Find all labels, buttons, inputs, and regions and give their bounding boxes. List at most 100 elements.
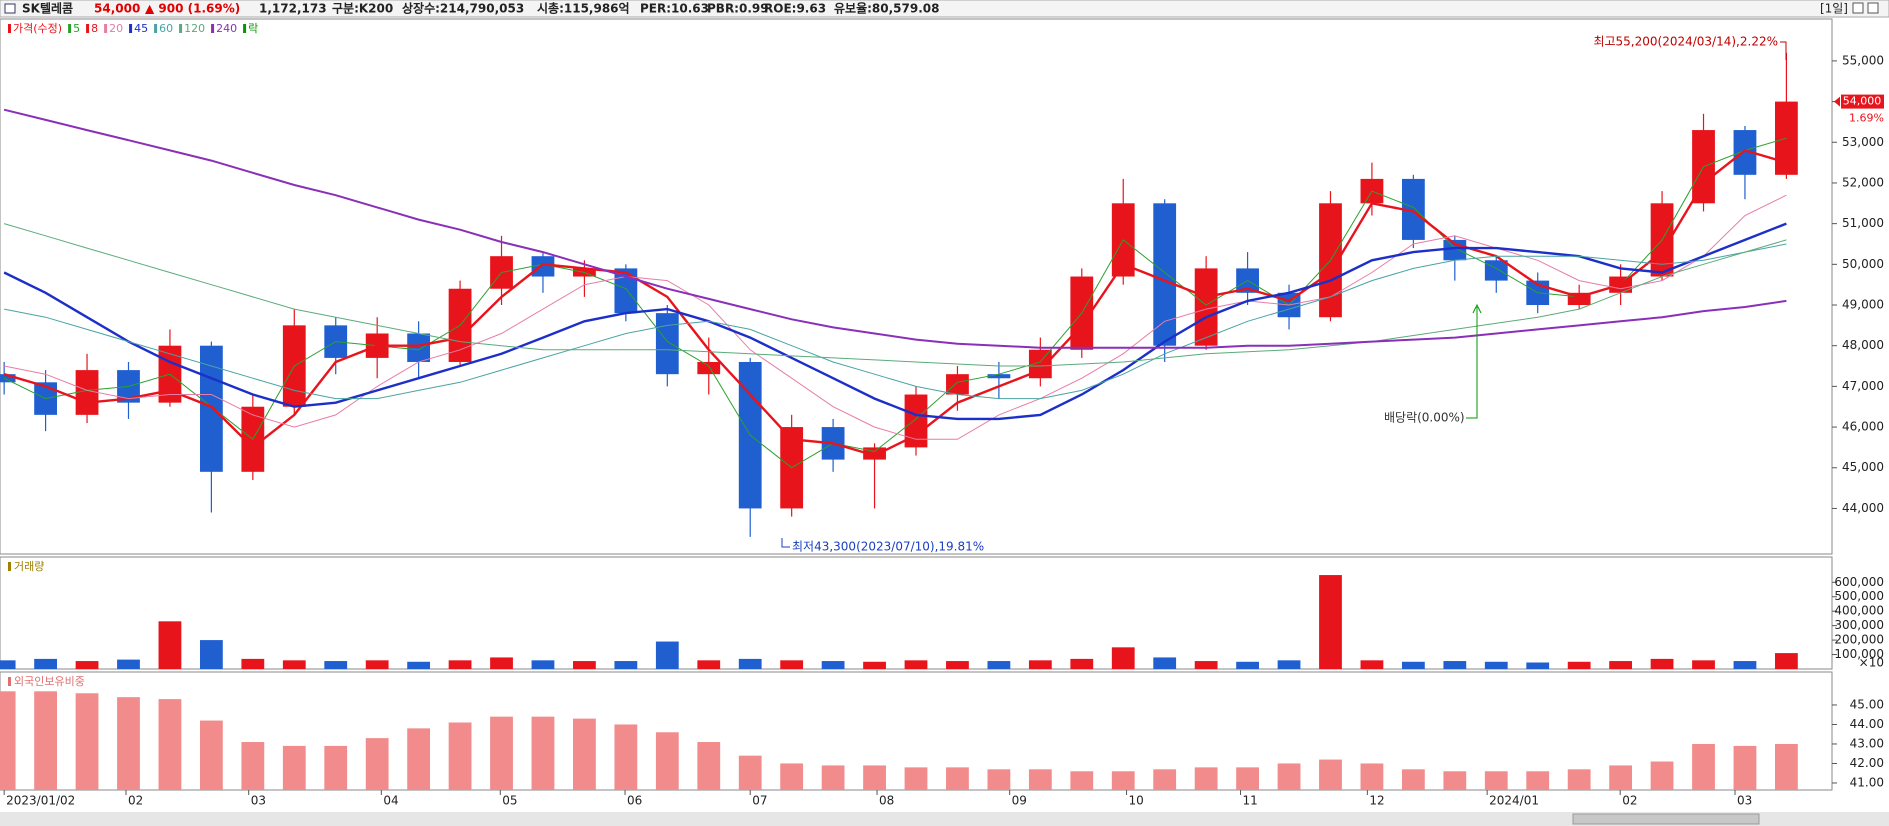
foreign-ratio-bar bbox=[821, 765, 845, 790]
price-change-pct: 1.69% bbox=[1849, 112, 1884, 125]
candle-body bbox=[1733, 130, 1757, 175]
foreign-ratio-bar bbox=[490, 716, 513, 790]
period-button[interactable]: [1일] bbox=[1820, 2, 1848, 16]
volume-bar bbox=[1692, 660, 1715, 669]
price-panel bbox=[0, 18, 1833, 555]
foreign-ratio-bar bbox=[1319, 759, 1342, 790]
legend-marker bbox=[86, 24, 90, 33]
listed-shares: 상장수:214,790,053 bbox=[402, 1, 524, 16]
volume-bar bbox=[282, 660, 306, 669]
foreign-ratio-bar bbox=[1360, 763, 1384, 790]
volume-bar bbox=[987, 661, 1011, 669]
volume-bar bbox=[1443, 661, 1467, 669]
y-tick-label: 49,000 bbox=[1842, 298, 1884, 312]
foreign-ratio-bar bbox=[282, 745, 306, 790]
legend-label: 8 bbox=[91, 22, 98, 35]
foreign-ratio-bar bbox=[697, 742, 721, 790]
x-tick-label: 07 bbox=[752, 794, 767, 808]
volume-bar bbox=[199, 640, 223, 669]
candle-body bbox=[1775, 101, 1798, 175]
per: PER:10.63 bbox=[640, 2, 709, 16]
legend-label: 가격(수정) bbox=[13, 22, 62, 35]
foreign-ratio-bar bbox=[34, 691, 57, 790]
y-tick-label: 200,000 bbox=[1834, 633, 1884, 647]
candle-body bbox=[75, 370, 99, 415]
volume-bar bbox=[655, 641, 679, 669]
panel-title-marker bbox=[8, 677, 11, 686]
low-annotation: 최저43,300(2023/07/10),19.81% bbox=[792, 540, 984, 554]
candle-body bbox=[1484, 260, 1508, 281]
foreign-ratio-bar bbox=[1401, 769, 1425, 790]
foreign-ratio-bar bbox=[614, 724, 638, 790]
market: 구분:K200 bbox=[332, 2, 393, 16]
x-tick-label: 12 bbox=[1369, 794, 1384, 808]
foreign-ratio-bar bbox=[1692, 743, 1715, 790]
stock-price: 54,000 bbox=[94, 2, 140, 16]
volume-bar bbox=[1028, 660, 1052, 669]
high-arrow bbox=[1780, 41, 1787, 60]
window-button[interactable] bbox=[1867, 2, 1879, 14]
foreign-ratio-bar bbox=[1443, 771, 1467, 790]
volume-bar bbox=[0, 660, 16, 669]
volume-bar bbox=[1775, 653, 1798, 669]
header-bar bbox=[0, 0, 1889, 18]
volume-bar bbox=[863, 661, 886, 669]
volume-bar bbox=[1567, 661, 1591, 669]
window-button[interactable] bbox=[1852, 2, 1864, 14]
y-tick-label: 48,000 bbox=[1842, 338, 1884, 352]
legend-label: 45 bbox=[134, 22, 148, 35]
volume-bar bbox=[697, 660, 721, 669]
foreign-ratio-bar bbox=[1111, 771, 1135, 790]
foreign-ratio-bar bbox=[1775, 743, 1798, 790]
candle-body bbox=[1194, 268, 1218, 346]
scrollbar-thumb[interactable] bbox=[1572, 813, 1760, 825]
x-tick-label: 09 bbox=[1012, 794, 1027, 808]
foreign-ratio-bar bbox=[1236, 767, 1259, 790]
pbr: PBR:0.99 bbox=[707, 2, 769, 16]
y-tick-label: 52,000 bbox=[1842, 175, 1884, 189]
volume-bar bbox=[365, 660, 389, 669]
foreign-ratio-bar bbox=[1028, 769, 1052, 790]
candle-body bbox=[199, 345, 223, 472]
volume-bar bbox=[117, 659, 140, 669]
volume-bar bbox=[1401, 661, 1425, 669]
legend-marker bbox=[129, 24, 133, 33]
x-tick-label: 10 bbox=[1129, 794, 1144, 808]
panel-title: 거래량 bbox=[14, 560, 44, 573]
foreign-ratio-bar bbox=[1153, 769, 1177, 790]
y-tick-label: 45.00 bbox=[1850, 697, 1884, 711]
y-tick-label: 47,000 bbox=[1842, 379, 1884, 393]
x-tick-label: 03 bbox=[251, 794, 266, 808]
volume-bar bbox=[1194, 661, 1218, 669]
foreign-plot bbox=[0, 691, 1798, 790]
foreign-ratio-bar bbox=[448, 722, 472, 790]
volume-plot bbox=[0, 575, 1798, 669]
y-tick-label: 500,000 bbox=[1834, 589, 1884, 603]
volume-panel bbox=[0, 556, 1833, 670]
foreign-ratio-bar bbox=[573, 718, 596, 790]
x-tick-label: 02 bbox=[128, 794, 143, 808]
y-tick-label: 300,000 bbox=[1834, 618, 1884, 632]
volume-bar bbox=[1526, 662, 1550, 669]
y-tick-label: 44.00 bbox=[1850, 717, 1884, 731]
ma-line bbox=[3, 137, 1787, 469]
foreign-ratio-bar bbox=[946, 767, 969, 790]
price-tag-pointer bbox=[1834, 96, 1840, 107]
legend-marker bbox=[154, 24, 158, 33]
legend-label: 락 bbox=[248, 22, 258, 35]
volume-bar bbox=[34, 658, 57, 669]
candle-body bbox=[987, 374, 1011, 379]
header-icon[interactable] bbox=[4, 3, 16, 14]
dividend-annotation: 배당락(0.00%) bbox=[1384, 411, 1465, 425]
y-tick-label: 400,000 bbox=[1834, 604, 1884, 618]
volume-bar bbox=[1484, 661, 1508, 669]
y-tick-label: 100,000 bbox=[1834, 647, 1884, 661]
y-tick-label: 43.00 bbox=[1850, 736, 1884, 750]
x-tick-label: 03 bbox=[1737, 794, 1752, 808]
y-tick-label: 44,000 bbox=[1842, 501, 1884, 515]
foreign-ratio-bar bbox=[904, 767, 928, 790]
volume-bar bbox=[1360, 660, 1384, 669]
scrollbar-track[interactable] bbox=[0, 812, 1889, 826]
legend-label: 5 bbox=[73, 22, 80, 35]
